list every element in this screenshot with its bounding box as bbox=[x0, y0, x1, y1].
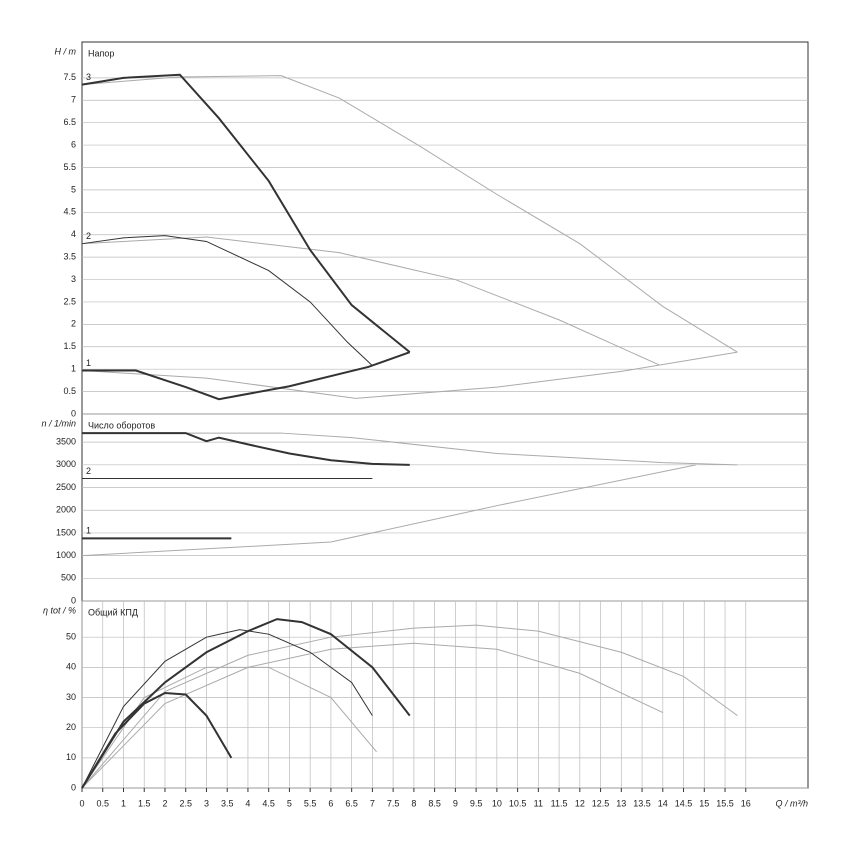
y-tick-label: 6 bbox=[71, 139, 76, 149]
x-axis-label: Q / m³/h bbox=[775, 798, 808, 808]
y-tick-label: 1.5 bbox=[63, 341, 76, 351]
curve bbox=[82, 351, 411, 401]
x-tick-label: 16 bbox=[741, 798, 751, 808]
y-tick-label: 1 bbox=[71, 364, 76, 374]
y-tick-label: 0.5 bbox=[63, 386, 76, 396]
x-tick-label: 7 bbox=[370, 798, 375, 808]
x-tick-label: 6 bbox=[328, 798, 333, 808]
y-tick-label: 0 bbox=[71, 782, 76, 792]
x-tick-label: 5.5 bbox=[304, 798, 317, 808]
x-tick-label: 8 bbox=[411, 798, 416, 808]
x-tick-label: 9.5 bbox=[470, 798, 483, 808]
x-tick-label: 13.5 bbox=[633, 798, 651, 808]
y-axis-label: n / 1/min bbox=[41, 418, 76, 428]
curve bbox=[81, 236, 659, 366]
x-tick-label: 0.5 bbox=[96, 798, 109, 808]
x-tick-label: 3.5 bbox=[221, 798, 234, 808]
x-tick-label: 9 bbox=[453, 798, 458, 808]
x-tick-label: 11.5 bbox=[551, 798, 568, 808]
x-tick-label: 15 bbox=[699, 798, 709, 808]
x-tick-label: 11 bbox=[534, 798, 543, 808]
x-tick-label: 1 bbox=[121, 798, 126, 808]
x-tick-label: 0 bbox=[79, 798, 84, 808]
panel-title: Число оборотов bbox=[88, 420, 155, 430]
y-tick-label: 7 bbox=[71, 95, 76, 105]
y-tick-label: 3000 bbox=[56, 459, 76, 469]
y-axis-label: H / m bbox=[55, 46, 77, 56]
y-tick-label: 30 bbox=[66, 692, 76, 702]
y-tick-label: 6.5 bbox=[63, 117, 76, 127]
x-tick-label: 12.5 bbox=[592, 798, 610, 808]
frame bbox=[81, 41, 809, 789]
x-tick-label: 14.5 bbox=[675, 798, 693, 808]
y-tick-label: 50 bbox=[66, 632, 76, 642]
panel-title: Напор bbox=[88, 48, 114, 58]
y-tick-label: 3.5 bbox=[63, 252, 76, 262]
curve bbox=[81, 624, 738, 789]
curve bbox=[81, 75, 738, 353]
y-tick-label: 0 bbox=[71, 595, 76, 605]
y-tick-label: 5 bbox=[71, 184, 76, 194]
y-tick-label: 2.5 bbox=[63, 296, 76, 306]
y-tick-label: 3 bbox=[71, 274, 76, 284]
y-tick-label: 3500 bbox=[56, 437, 76, 447]
x-tick-label: 4.5 bbox=[262, 798, 275, 808]
curve-label: 2 bbox=[86, 466, 91, 476]
x-tick-label: 10.5 bbox=[509, 798, 527, 808]
y-tick-label: 500 bbox=[61, 573, 76, 583]
x-tick-label: 14 bbox=[658, 798, 668, 808]
curve bbox=[81, 464, 697, 557]
y-tick-label: 1000 bbox=[56, 550, 76, 560]
y-tick-label: 5.5 bbox=[63, 162, 76, 172]
x-tick-label: 6.5 bbox=[345, 798, 358, 808]
y-tick-label: 2000 bbox=[56, 505, 76, 515]
x-tick-label: 2 bbox=[162, 798, 167, 808]
y-tick-label: 10 bbox=[66, 752, 76, 762]
x-tick-label: 2.5 bbox=[179, 798, 192, 808]
curve bbox=[81, 618, 411, 789]
y-tick-label: 7.5 bbox=[63, 72, 76, 82]
x-tick-label: 7.5 bbox=[387, 798, 400, 808]
curve-label: 3 bbox=[86, 72, 91, 82]
y-tick-label: 40 bbox=[66, 662, 76, 672]
y-tick-label: 2 bbox=[71, 319, 76, 329]
x-tick-label: 10 bbox=[492, 798, 502, 808]
x-tick-label: 1.5 bbox=[138, 798, 151, 808]
x-tick-label: 3 bbox=[204, 798, 209, 808]
x-tick-label: 5 bbox=[287, 798, 292, 808]
curve bbox=[81, 351, 738, 399]
curve-label: 2 bbox=[86, 231, 91, 241]
y-tick-label: 20 bbox=[66, 722, 76, 732]
curve bbox=[82, 432, 410, 466]
panel-title: Общий КПД bbox=[88, 607, 138, 617]
curve bbox=[81, 629, 373, 789]
y-tick-label: 1500 bbox=[56, 527, 76, 537]
x-tick-label: 8.5 bbox=[428, 798, 441, 808]
x-tick-label: 12 bbox=[575, 798, 585, 808]
curve bbox=[81, 73, 411, 353]
y-tick-label: 4.5 bbox=[63, 207, 76, 217]
curve-label: 1 bbox=[86, 526, 91, 536]
curve bbox=[81, 691, 233, 789]
x-tick-label: 15.5 bbox=[716, 798, 734, 808]
y-axis-label: η tot / % bbox=[43, 605, 76, 615]
y-tick-label: 4 bbox=[71, 229, 76, 239]
x-tick-label: 4 bbox=[245, 798, 250, 808]
curve bbox=[81, 235, 373, 366]
curve-label: 1 bbox=[86, 358, 91, 368]
curve bbox=[82, 432, 738, 466]
x-tick-label: 13 bbox=[616, 798, 626, 808]
y-tick-label: 2500 bbox=[56, 482, 76, 492]
y-tick-label: 0 bbox=[71, 408, 76, 418]
curve bbox=[81, 642, 664, 789]
